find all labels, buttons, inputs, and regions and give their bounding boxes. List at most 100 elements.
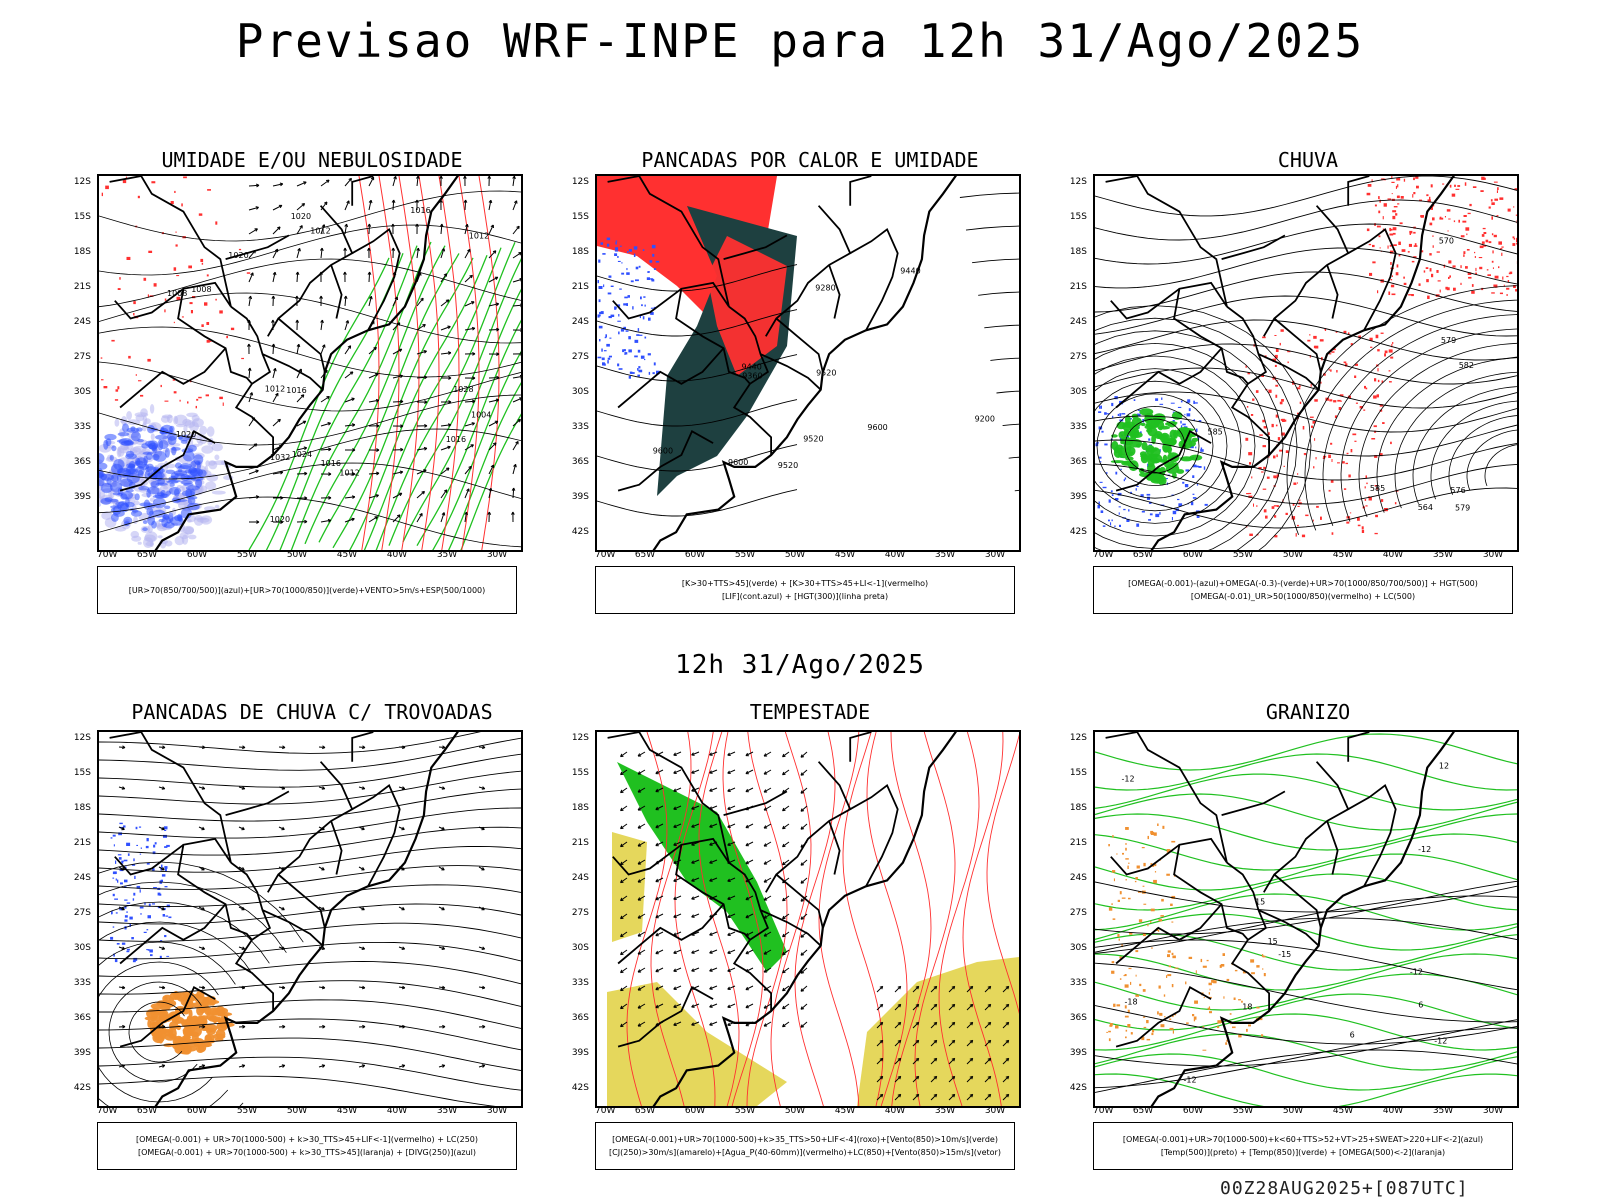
omega-rain-fill [1245, 437, 1249, 441]
streamline-arrow [282, 745, 286, 750]
wind-850-vector [782, 967, 790, 974]
longitude-tick: 40W [386, 1106, 408, 1116]
humidity-upper-fill [183, 424, 188, 433]
longitude-tick: 65W [634, 1106, 656, 1116]
humidity-upper-fill [142, 527, 148, 532]
omega-rain-fill [1491, 292, 1495, 294]
thickness-contour [418, 176, 440, 550]
omega-rain-fill [1366, 192, 1371, 196]
wind-vector [344, 496, 355, 499]
omega-500-fill [1213, 980, 1217, 984]
state-border [849, 784, 899, 887]
wind-850-vector [763, 789, 768, 793]
omega-500-fill [1119, 891, 1122, 895]
wind-vector [440, 424, 451, 427]
wind-vector [351, 495, 356, 499]
omega-rain-fill [1403, 276, 1405, 279]
omega-rain-fill [1281, 432, 1285, 436]
omega-weak-fill [1177, 498, 1180, 501]
streamline-250 [99, 881, 287, 953]
panel-legend: [OMEGA(-0.001) + UR>70(1000-500) + k>30_… [97, 1122, 517, 1170]
omega-rain-fill [1398, 254, 1401, 257]
legend-line: [OMEGA(-0.001)+UR>70(1000-500)+k<60+TTS>… [1122, 1135, 1484, 1144]
height-300-contour [597, 264, 798, 292]
wind-850-vector [800, 754, 805, 758]
wind-850-vector [727, 1003, 736, 1008]
omega-500-fill [1222, 953, 1225, 956]
omega-rain-fill [1374, 378, 1377, 382]
wind-vector [447, 325, 451, 330]
omega-rain-fill [1480, 190, 1484, 192]
wind-850-vector [691, 895, 700, 900]
wind-850-vector [620, 1021, 628, 1028]
omega-weak-fill [1195, 428, 1198, 432]
wind-850-vector [727, 823, 736, 828]
lifted-index-contour [605, 334, 607, 338]
wind-850-vector [782, 951, 786, 956]
omega-500-fill [1262, 955, 1266, 958]
wind-vector [392, 514, 401, 523]
omega-weak-fill [1123, 479, 1125, 482]
omega-500-fill [1246, 1028, 1248, 1032]
streamline-arrow [321, 946, 326, 950]
legend-line: [OMEGA(-0.001) + UR>70(1000-500) + k>30_… [135, 1135, 479, 1144]
omega-rain-fill [1366, 228, 1370, 232]
wind-vector [512, 464, 517, 475]
longitude-tick: 35W [436, 550, 458, 560]
wind-850-vector [879, 985, 884, 990]
lifted-index-contour [638, 334, 643, 336]
state-border [230, 861, 274, 1011]
lifted-index-contour [640, 355, 645, 359]
omega-rain-fill [1516, 237, 1517, 240]
omega-rain-fill [1391, 275, 1393, 277]
wind-vector [367, 271, 372, 275]
divergence-fill [166, 904, 170, 908]
latitude-tick: 18S [73, 803, 91, 813]
panel-legend: [UR>70(850/700/500)](azul)+[UR>70(1000/8… [97, 566, 517, 614]
wind-vector [295, 295, 299, 299]
wind-vector [495, 302, 500, 307]
omega-rain-fill [1420, 215, 1424, 218]
humidity-upper-fill [169, 482, 175, 487]
omega-500-fill [1119, 978, 1122, 980]
thickness-label-speck [160, 384, 162, 388]
wind-850-vector [620, 843, 624, 848]
divergence-fill [133, 892, 136, 896]
lifted-index-contour [618, 331, 620, 335]
omega-500-fill [1256, 1006, 1260, 1009]
latitude-tick: 21S [1069, 838, 1087, 848]
wind-850-vector [782, 931, 790, 938]
wind-850-vector [655, 1004, 659, 1009]
wind-850-vector [984, 1093, 992, 1101]
humidity-upper-fill [99, 472, 105, 479]
divergence-fill [134, 875, 136, 879]
wind-vector [392, 296, 398, 307]
omega-weak-fill [1203, 466, 1206, 470]
wind-850-vector [637, 843, 642, 847]
wind-850-vector [876, 985, 884, 993]
omega-rain-fill [1292, 503, 1295, 506]
pressure-contour [99, 326, 521, 378]
divergence-fill [115, 878, 117, 881]
panel-trovoadas: PANCADAS DE CHUVA C/ TROVOADAS 12S 15S 18S 2… [74, 700, 527, 1180]
omega-rain-fill [1463, 254, 1465, 257]
streamline-arrow [162, 745, 166, 750]
lifted-index-contour [620, 245, 622, 247]
omega-rain-fill [1388, 291, 1391, 295]
omega-500-fill [1138, 891, 1142, 893]
state-border [262, 353, 324, 391]
wind-vector [488, 303, 499, 307]
omega-500-fill [1263, 973, 1266, 977]
humidity-upper-fill [138, 485, 150, 491]
omega-rain-fill [1273, 505, 1278, 507]
thunderstorm-fill [196, 1045, 205, 1053]
humidity-upper-fill [133, 500, 140, 506]
streamline-arrow [401, 867, 405, 871]
omega-rain-fill [1255, 390, 1259, 393]
state-border [617, 347, 725, 409]
omega-weak-fill [1100, 405, 1102, 409]
wind-850-vector [966, 985, 974, 993]
contour-label: -12 [1184, 1076, 1197, 1085]
omega-500-fill [1125, 1029, 1128, 1032]
state-border [1326, 264, 1339, 319]
